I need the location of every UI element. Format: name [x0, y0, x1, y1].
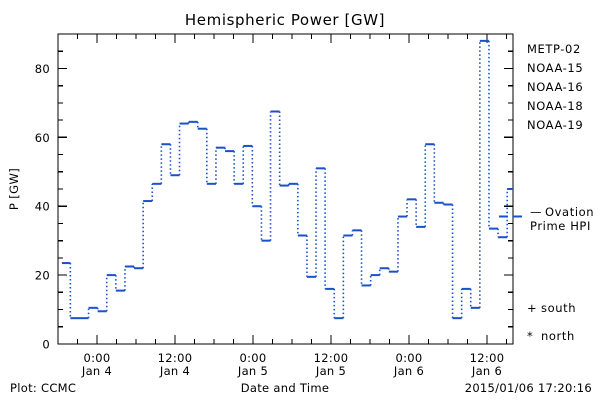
series-noaa-15 — [61, 39, 513, 320]
x-tick-date: Jan 4 — [81, 364, 112, 378]
x-tick-date: Jan 5 — [315, 364, 346, 378]
plot-credit: Plot: CCMC — [10, 381, 76, 395]
ovation-legend: — Ovation Prime HPI — [530, 205, 594, 233]
ovation-dash-icon: — — [530, 205, 542, 219]
x-tick-time: 0:00 — [395, 351, 422, 365]
hemisphere-symbol-south: + — [527, 301, 537, 315]
y-axis-label: P [GW] — [7, 168, 21, 210]
data-series-group — [61, 39, 513, 320]
ovation-legend-line2: Prime HPI — [530, 219, 591, 233]
satellite-legend: METP-02 NOAA-15 NOAA-16 NOAA-18 NOAA-19 — [527, 42, 583, 132]
y-tick-label: 0 — [42, 338, 50, 352]
y-tick-label: 40 — [35, 200, 50, 214]
hemisphere-symbol-north: * — [527, 329, 533, 343]
y-tick-label: 80 — [35, 62, 50, 76]
hemisphere-label-south: south — [541, 301, 576, 315]
x-axis-ticks — [76, 34, 508, 344]
hemisphere-label-north: north — [541, 329, 575, 343]
x-tick-date: Jan 6 — [393, 364, 424, 378]
x-tick-date: Jan 5 — [237, 364, 268, 378]
legend-entry-noaa-18: NOAA-18 — [527, 99, 583, 113]
generation-timestamp: 2015/01/06 17:20:16 — [465, 381, 592, 395]
legend-entry-noaa-15: NOAA-15 — [527, 61, 583, 75]
x-tick-date: Jan 4 — [159, 364, 190, 378]
hemisphere-legend: + south * north — [527, 301, 576, 343]
y-axis-ticks — [58, 33, 513, 345]
plot-area-frame — [57, 33, 514, 345]
x-axis-label: Date and Time — [241, 381, 329, 395]
chart-title: Hemispheric Power [GW] — [185, 11, 385, 29]
x-tick-time: 0:00 — [83, 351, 110, 365]
x-tick-time: 12:00 — [314, 351, 349, 365]
legend-entry-metp-02: METP-02 — [527, 42, 581, 56]
y-axis-tick-labels: 0 20 40 60 80 — [35, 62, 50, 352]
x-tick-time: 0:00 — [239, 351, 266, 365]
y-tick-label: 60 — [35, 131, 50, 145]
legend-entry-noaa-19: NOAA-19 — [527, 118, 583, 132]
x-tick-time: 12:00 — [158, 351, 193, 365]
x-tick-date: Jan 6 — [471, 364, 502, 378]
x-tick-time: 12:00 — [470, 351, 505, 365]
legend-entry-noaa-16: NOAA-16 — [527, 80, 583, 94]
y-tick-label: 20 — [35, 269, 50, 283]
ovation-legend-line1: Ovation — [545, 205, 594, 219]
